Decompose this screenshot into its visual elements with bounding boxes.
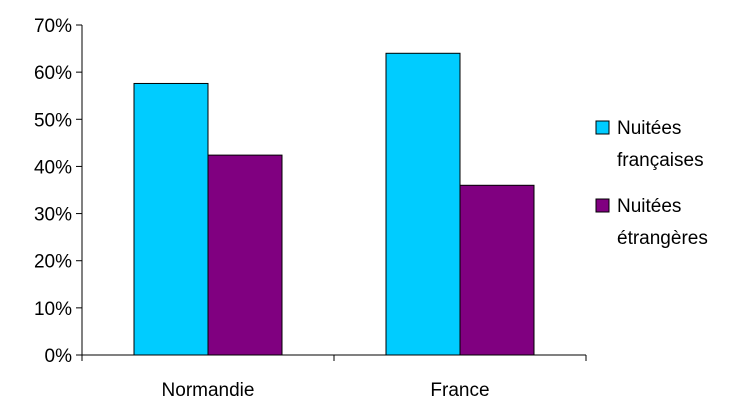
labels: 0% 10% 20% 30% 40% 50% 60% 70% Normandie France bbox=[34, 16, 490, 401]
legend-swatch bbox=[595, 120, 610, 135]
y-tick-label: 70% bbox=[34, 16, 72, 37]
legend: Nuitées françaises Nuitées étrangères bbox=[595, 118, 708, 249]
bar-nuitees-francaises-normandie bbox=[133, 82, 209, 356]
x-category-label: France bbox=[430, 380, 489, 401]
y-tick-label: 20% bbox=[34, 252, 72, 273]
bar-nuitees-etrangeres-normandie bbox=[207, 154, 283, 356]
y-tick-label: 40% bbox=[34, 157, 72, 178]
x-category-label: Normandie bbox=[162, 380, 255, 401]
legend-label: Nuitées bbox=[617, 118, 681, 139]
legend-label: Nuitées bbox=[617, 196, 681, 217]
y-tick-label: 50% bbox=[34, 110, 72, 131]
y-tick-label: 0% bbox=[45, 346, 73, 367]
legend-swatch bbox=[595, 198, 610, 213]
legend-label: étrangères bbox=[617, 228, 708, 249]
y-tick-label: 30% bbox=[34, 205, 72, 226]
bar-nuitees-etrangeres-france bbox=[459, 184, 535, 356]
y-tick-label: 10% bbox=[34, 299, 72, 320]
bar-nuitees-francaises-france bbox=[385, 52, 461, 356]
legend-label: françaises bbox=[617, 150, 704, 171]
y-tick-label: 60% bbox=[34, 63, 72, 84]
bars bbox=[133, 52, 535, 356]
